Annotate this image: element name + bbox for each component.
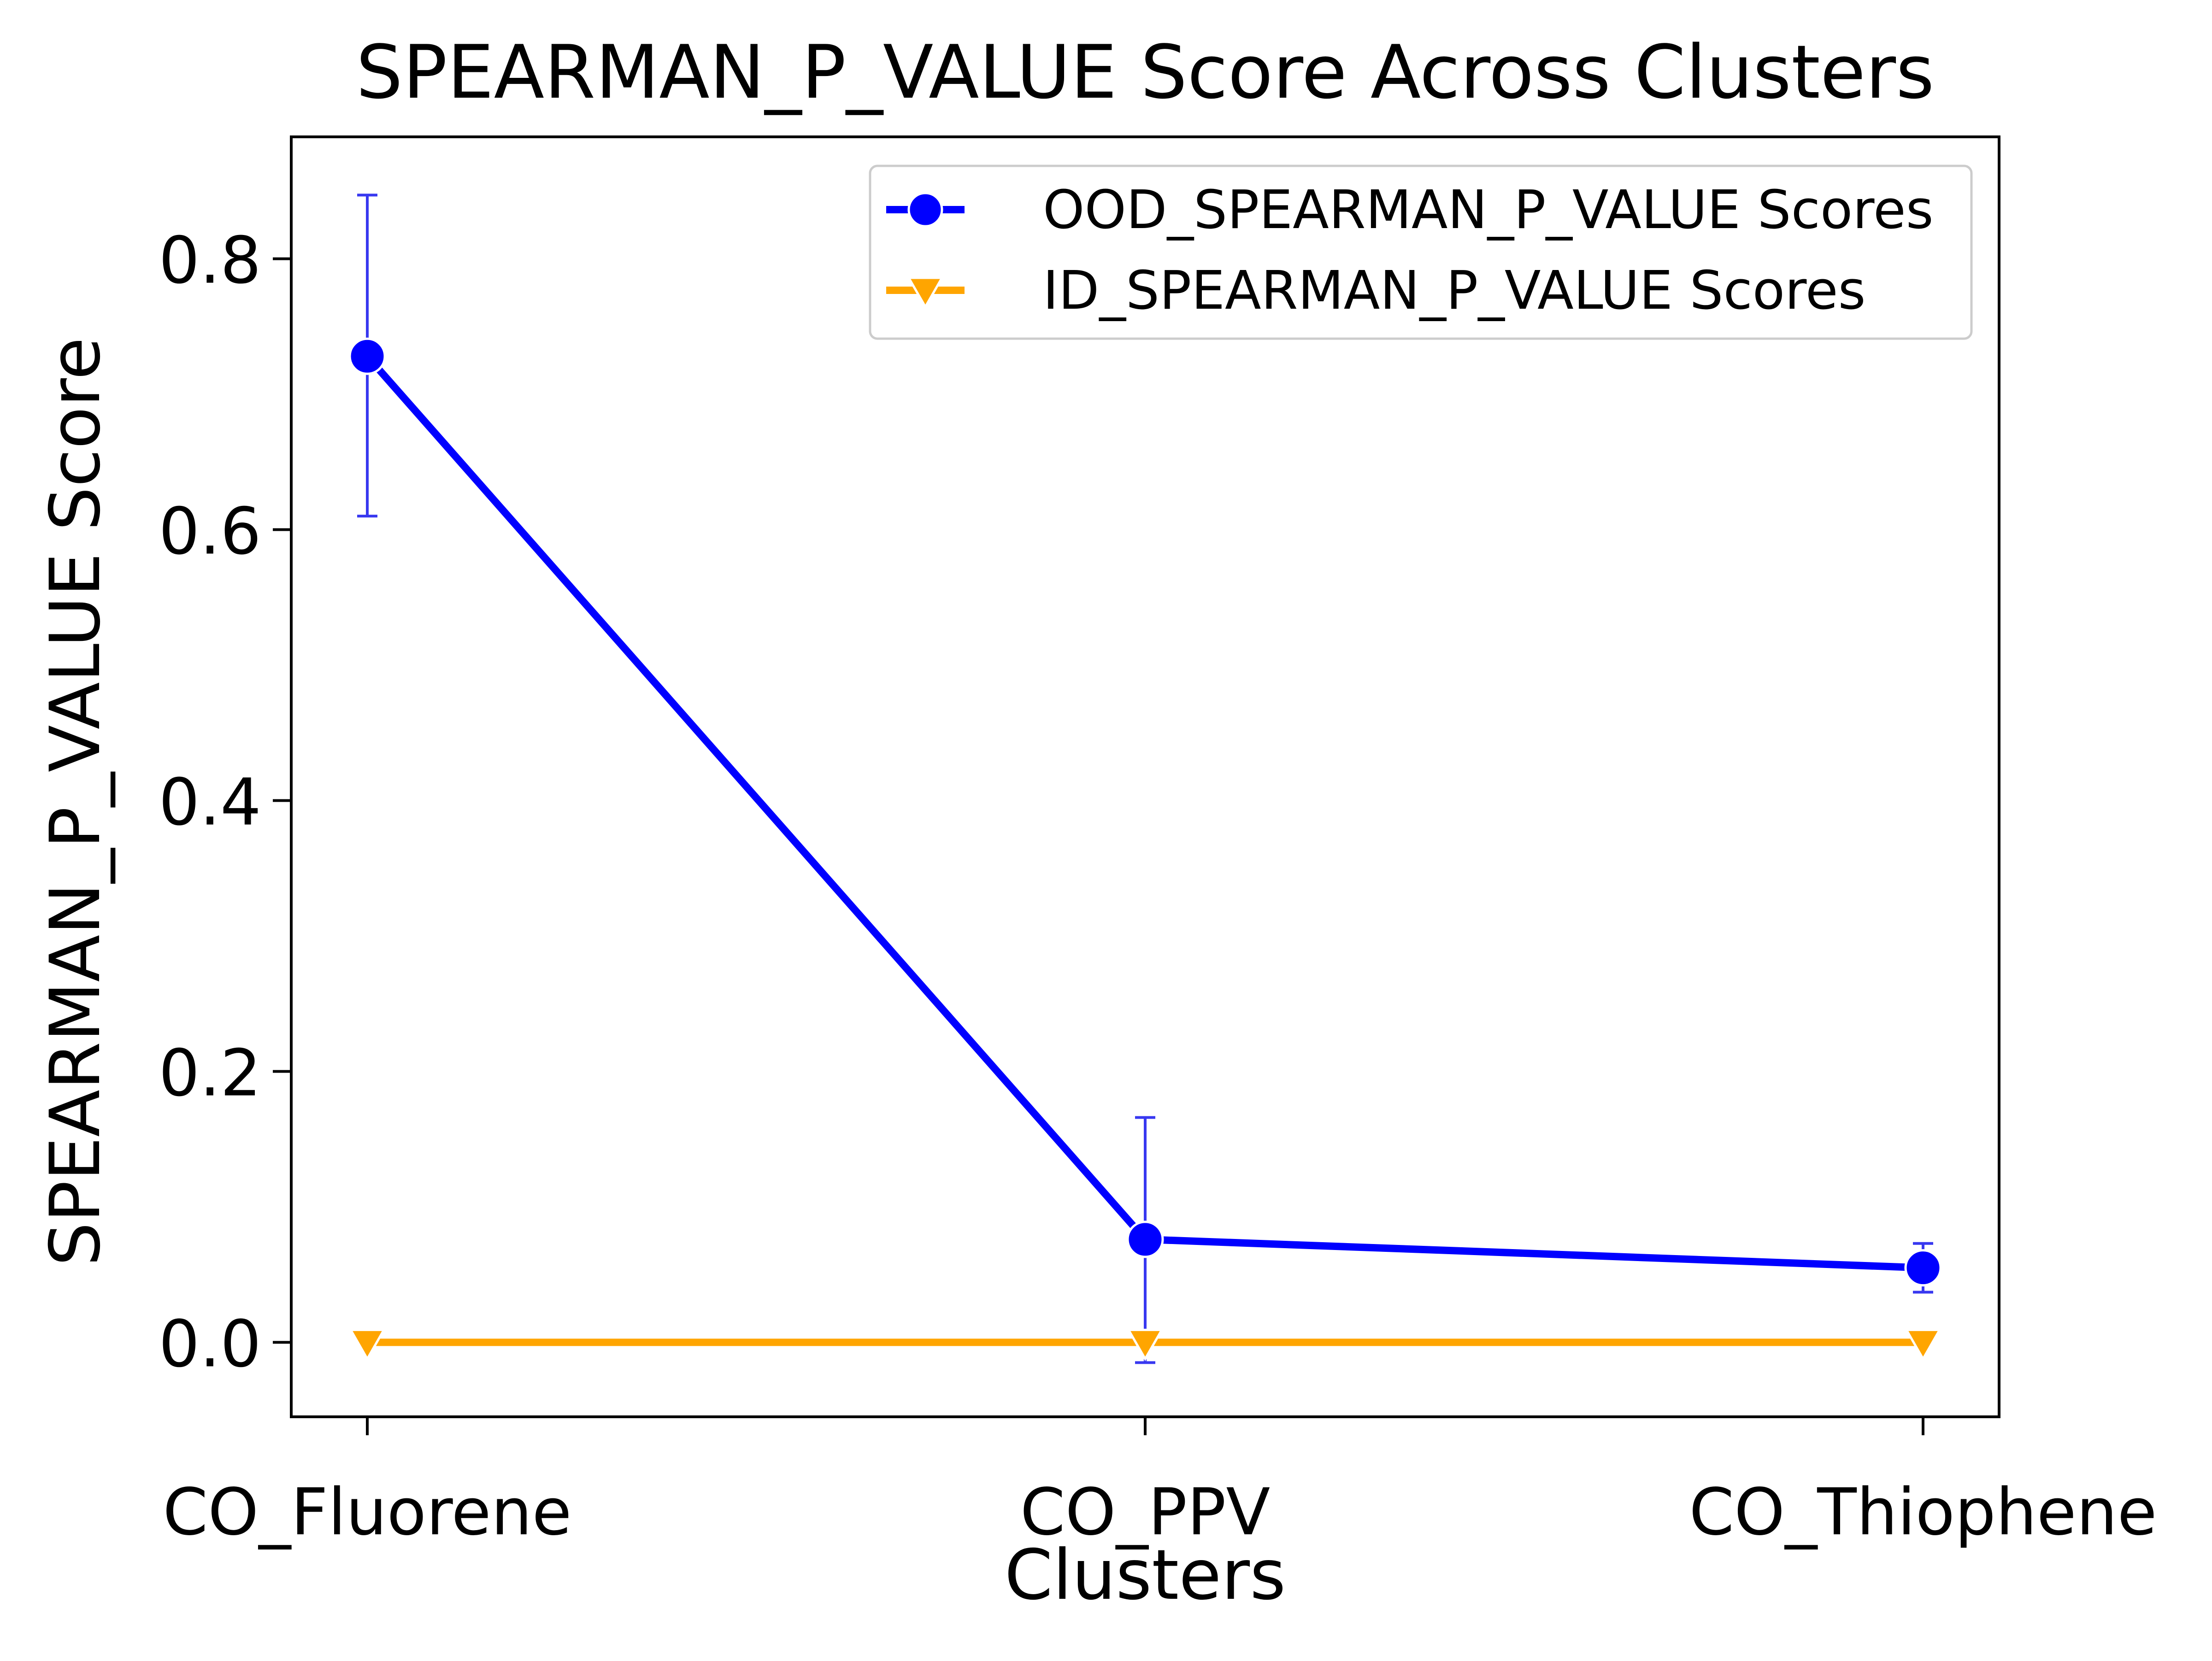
legend: OOD_SPEARMAN_P_VALUE Scores ID_SPEARMAN_P…	[869, 164, 1973, 340]
y-tick-label: 0.8	[159, 223, 261, 299]
x-tick-label: CO_Thiophene	[1689, 1475, 2157, 1550]
data-point	[1904, 1249, 1942, 1287]
legend-marker	[907, 192, 943, 228]
y-axis-label: SPEARMAN_P_VALUE Score	[35, 337, 116, 1266]
y-tick-label: 0.6	[159, 494, 261, 569]
data-point	[348, 1328, 386, 1362]
data-point	[348, 337, 386, 375]
plot-area: 0.0 0.2 0.4 0.6 0.8 CO_Fluorene CO_PPV CO_Thiop…	[159, 135, 2157, 1550]
data-point	[1126, 1221, 1164, 1258]
y-tick-label: 0.0	[159, 1307, 261, 1382]
y-tick-label: 0.4	[159, 765, 261, 840]
x-tick-label: CO_Fluorene	[163, 1475, 571, 1550]
legend-marker	[906, 276, 944, 310]
chart-title: SPEARMAN_P_VALUE Score Across Clusters	[356, 29, 1935, 115]
legend-box	[869, 164, 1973, 340]
x-tick-label: CO_PPV	[1020, 1475, 1271, 1550]
x-axis-label: Clusters	[1005, 1535, 1286, 1615]
data-point	[1126, 1328, 1164, 1362]
legend-label: ID_SPEARMAN_P_VALUE Scores	[1043, 260, 1866, 322]
y-tick-label: 0.2	[159, 1036, 261, 1111]
legend-label: OOD_SPEARMAN_P_VALUE Scores	[1043, 179, 1934, 241]
data-point	[1904, 1328, 1942, 1362]
